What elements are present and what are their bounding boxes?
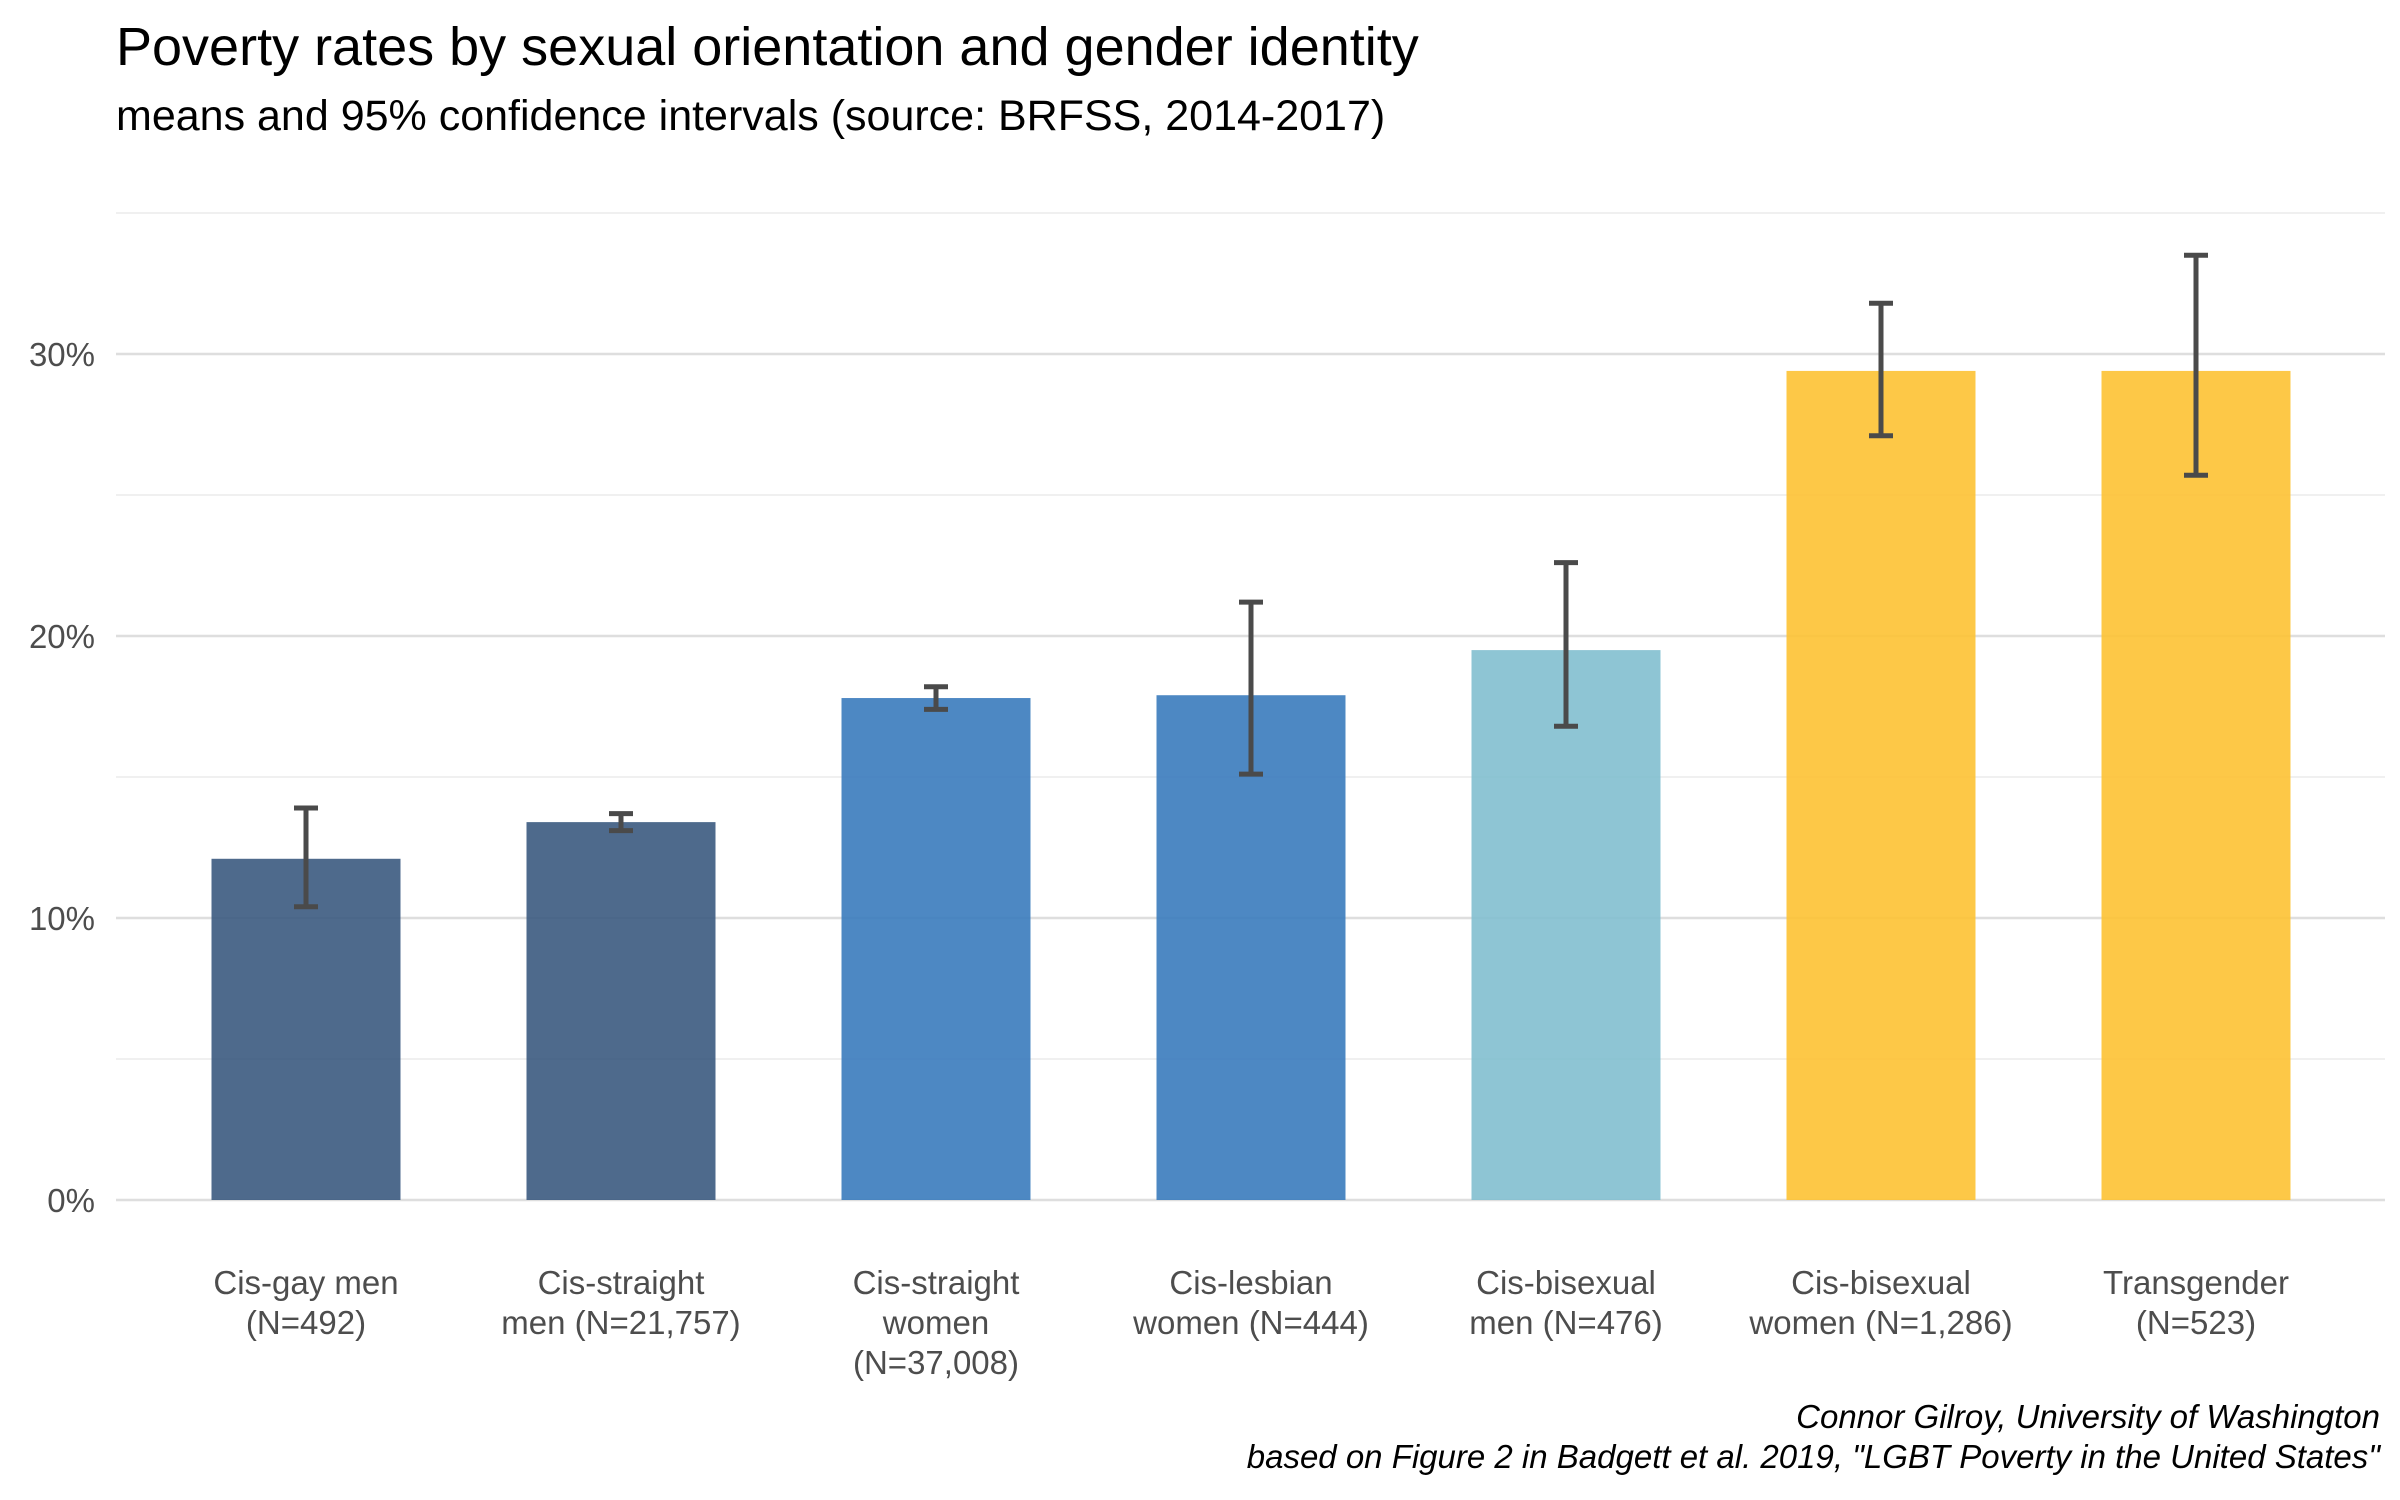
x-category-label: Cis-gay men (N=492): [213, 1264, 398, 1341]
y-axis-tick-labels: 0% 10% 20% 30%: [29, 336, 95, 1219]
error-bars: [294, 252, 2208, 910]
bar: [1471, 650, 1661, 1200]
x-category-label-line: Transgender: [2103, 1264, 2289, 1301]
error-bar: [1554, 560, 1578, 729]
x-axis-category-labels: Cis-gay men (N=492)Cis-straight men (N=21,…: [213, 1264, 2289, 1381]
x-category-label: Cis-bisexual men (N=476): [1469, 1264, 1663, 1341]
caption-source: based on Figure 2 in Badgett et al. 2019…: [1246, 1438, 2380, 1475]
x-category-label: Cis-lesbian women (N=444): [1132, 1264, 1369, 1341]
y-tick-label: 10%: [29, 900, 95, 937]
x-category-label-line: men (N=21,757): [501, 1304, 740, 1341]
caption-author: Connor Gilroy, University of Washington: [1796, 1398, 2380, 1435]
x-category-label-line: Cis-straight: [538, 1264, 705, 1301]
y-tick-label: 20%: [29, 618, 95, 655]
error-bar: [924, 684, 948, 712]
bar: [1156, 695, 1346, 1200]
y-tick-label: 0%: [47, 1182, 95, 1219]
error-bar: [1239, 599, 1263, 777]
x-category-label-line: Cis-straight: [853, 1264, 1020, 1301]
bar: [211, 858, 401, 1200]
y-tick-label: 30%: [29, 336, 95, 373]
x-category-label-line: women: [882, 1304, 989, 1341]
x-category-label: Cis-straight men (N=21,757): [501, 1264, 740, 1341]
x-category-label-line: men (N=476): [1469, 1304, 1663, 1341]
bar: [526, 822, 716, 1200]
bar: [1786, 370, 1976, 1200]
x-category-label-line: Cis-bisexual: [1476, 1264, 1656, 1301]
x-category-label-line: (N=492): [246, 1304, 366, 1341]
error-bar: [1869, 300, 1893, 439]
x-category-label-line: Cis-gay men: [213, 1264, 398, 1301]
error-bar: [2184, 252, 2208, 478]
bars: [211, 370, 2291, 1200]
error-bar: [609, 811, 633, 834]
x-category-label-line: Cis-lesbian: [1169, 1264, 1332, 1301]
x-category-label-line: (N=37,008): [853, 1344, 1019, 1381]
x-category-label: Cis-straight women (N=37,008): [853, 1264, 1020, 1381]
chart-title: Poverty rates by sexual orientation and …: [116, 17, 1419, 77]
x-category-label-line: women (N=444): [1132, 1304, 1369, 1341]
x-category-label-line: (N=523): [2136, 1304, 2256, 1341]
bar: [841, 698, 1031, 1200]
x-category-label: Cis-bisexual women (N=1,286): [1748, 1264, 2012, 1341]
error-bar: [294, 805, 318, 910]
x-category-label-line: women (N=1,286): [1748, 1304, 2012, 1341]
x-category-label: Transgender (N=523): [2103, 1264, 2289, 1341]
bar: [2101, 370, 2291, 1200]
x-category-label-line: Cis-bisexual: [1791, 1264, 1971, 1301]
chart-subtitle: means and 95% confidence intervals (sour…: [116, 92, 1386, 140]
